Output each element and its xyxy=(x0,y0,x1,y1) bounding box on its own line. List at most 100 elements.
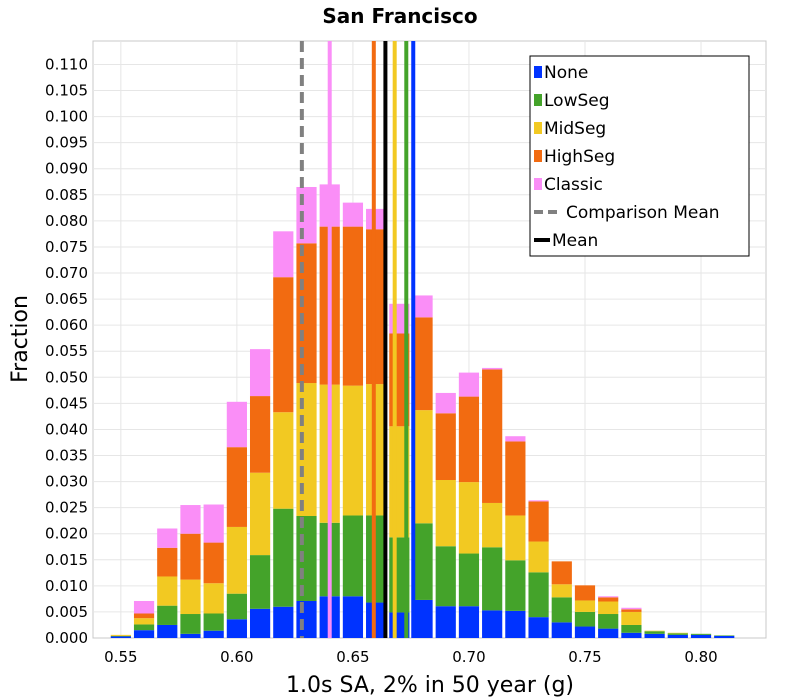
y-tick-label: 0.060 xyxy=(45,316,88,334)
y-axis-title: Fraction xyxy=(8,295,33,383)
bar-midseg xyxy=(551,584,572,598)
bar-classic xyxy=(412,295,433,318)
bar-highseg xyxy=(598,597,619,602)
y-tick-label: 0.085 xyxy=(45,186,88,204)
bar-midseg xyxy=(180,579,201,615)
bar-none xyxy=(203,630,224,638)
bar-lowseg xyxy=(342,515,364,597)
bar-midseg xyxy=(528,541,549,573)
bar-highseg xyxy=(226,447,247,527)
legend-label: HighSeg xyxy=(544,147,615,167)
bar-classic xyxy=(528,500,549,502)
bar-classic xyxy=(226,401,247,448)
bar-none xyxy=(714,635,735,638)
y-tick-label: 0.010 xyxy=(45,577,88,595)
bar-midseg xyxy=(458,482,480,554)
bar-highseg xyxy=(458,396,480,483)
y-tick-label: 0.070 xyxy=(45,264,88,282)
bar-midseg xyxy=(296,383,317,516)
bar-lowseg xyxy=(528,572,549,618)
y-tick-label: 0.105 xyxy=(45,82,88,100)
legend-swatch xyxy=(534,122,542,134)
chart-title: San Francisco xyxy=(322,4,477,28)
bar-none xyxy=(366,602,387,638)
legend-swatch xyxy=(534,94,542,106)
bar-highseg xyxy=(366,229,387,385)
bar-lowseg xyxy=(714,635,735,636)
legend-swatch xyxy=(534,150,542,162)
y-tick-label: 0.025 xyxy=(45,499,88,517)
bar-none xyxy=(528,617,549,638)
bar-lowseg xyxy=(203,613,224,631)
bar-highseg xyxy=(482,369,503,503)
bar-highseg xyxy=(133,613,155,619)
y-tick-label: 0.095 xyxy=(45,134,88,152)
bar-midseg xyxy=(249,472,271,556)
bar-none xyxy=(598,628,619,638)
bar-lowseg xyxy=(551,597,572,623)
legend-label: Mean xyxy=(552,231,598,251)
bar-none xyxy=(644,633,665,638)
bar-midseg xyxy=(366,384,387,516)
bar-lowseg xyxy=(598,614,619,629)
bar-classic xyxy=(598,596,619,598)
y-tick-label: 0.065 xyxy=(45,290,88,308)
bar-none xyxy=(412,599,433,638)
bar-none xyxy=(667,634,688,638)
bar-highseg xyxy=(621,609,642,612)
bar-midseg xyxy=(621,611,642,625)
bar-none xyxy=(110,636,131,638)
bar-none xyxy=(690,634,712,638)
legend: None LowSeg MidSeg HighSeg Classic Comparison… xyxy=(529,55,750,257)
legend-label: Classic xyxy=(544,175,603,195)
bar-none xyxy=(458,606,480,638)
bar-highseg xyxy=(296,243,317,384)
bar-classic xyxy=(505,436,526,442)
x-tick-label: 0.75 xyxy=(568,648,601,666)
bar-highseg xyxy=(435,413,456,481)
x-tick-label: 0.60 xyxy=(220,648,253,666)
y-tick-label: 0.080 xyxy=(45,212,88,230)
y-tick-label: 0.015 xyxy=(45,551,88,569)
bar-classic xyxy=(157,528,178,548)
bar-none xyxy=(133,630,155,638)
bar-classic xyxy=(621,607,642,610)
bar-lowseg xyxy=(667,633,688,635)
legend-label: None xyxy=(544,63,588,83)
bar-lowseg xyxy=(226,593,247,620)
bar-lowseg xyxy=(249,555,271,609)
x-tick-label: 0.55 xyxy=(104,648,137,666)
bar-none xyxy=(621,632,642,638)
bar-midseg xyxy=(203,583,224,614)
bar-lowseg xyxy=(458,553,480,607)
bar-lowseg xyxy=(180,614,201,634)
bar-none xyxy=(435,606,456,638)
bar-midseg xyxy=(598,601,619,615)
bar-lowseg xyxy=(505,560,526,611)
y-tick-label: 0.040 xyxy=(45,420,88,438)
bar-classic xyxy=(273,231,294,278)
bar-midseg xyxy=(412,410,433,524)
bar-classic xyxy=(366,208,387,230)
bar-lowseg xyxy=(574,611,596,627)
y-tick-label: 0.005 xyxy=(45,603,88,621)
bar-none xyxy=(551,622,572,638)
bar-highseg xyxy=(273,277,294,413)
bar-midseg xyxy=(667,632,688,634)
y-tick-label: 0.020 xyxy=(45,525,88,543)
bar-midseg xyxy=(273,412,294,509)
bar-highseg xyxy=(528,501,549,542)
bar-none xyxy=(505,610,526,638)
y-tick-label: 0.055 xyxy=(45,342,88,360)
bar-lowseg xyxy=(621,624,642,633)
bar-highseg xyxy=(551,561,572,585)
bar-highseg xyxy=(180,533,201,580)
bar-lowseg xyxy=(133,624,155,631)
y-tick-label: 0.030 xyxy=(45,473,88,491)
bar-midseg xyxy=(110,634,131,636)
y-tick-label: 0.050 xyxy=(45,368,88,386)
bar-lowseg xyxy=(412,523,433,600)
bar-highseg xyxy=(574,585,596,601)
bar-lowseg xyxy=(157,605,178,625)
bar-midseg xyxy=(226,526,247,594)
